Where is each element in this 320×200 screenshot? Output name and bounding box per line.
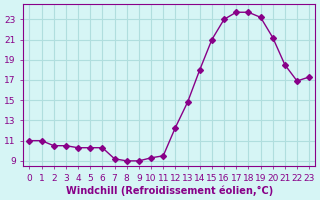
X-axis label: Windchill (Refroidissement éolien,°C): Windchill (Refroidissement éolien,°C) [66, 185, 273, 196]
